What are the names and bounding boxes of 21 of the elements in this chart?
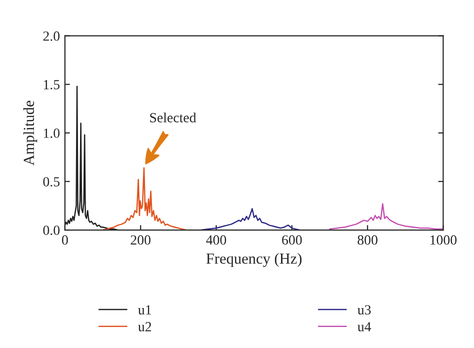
y-tick-label: 1.5 [44,80,60,90]
x-tick-label: 600 [282,235,302,245]
y-tick-label: 1.0 [44,128,60,138]
line-series [200,208,300,230]
line-series [102,167,187,230]
x-tick-label: 200 [130,235,150,245]
legend-label: u2 [138,322,152,332]
y-tick-label: 0.5 [43,177,60,186]
y-tick-label: 2.0 [43,31,60,41]
x-tick-label: 0 [62,235,68,245]
x-tick-label: 800 [358,235,378,245]
legend-label: u3 [358,305,371,315]
x-tick-label: 400 [206,235,226,245]
y-axis-title: Amplitude [23,100,38,166]
legend-label: u1 [138,305,151,315]
x-axis-title: Frequency (Hz) [206,253,302,267]
annotation: Selected [150,112,196,122]
y-tick-label: 0.0 [43,226,60,236]
x-tick-label: 1000 [430,235,457,245]
legend-label: u4 [358,322,372,332]
line-series [329,203,444,230]
